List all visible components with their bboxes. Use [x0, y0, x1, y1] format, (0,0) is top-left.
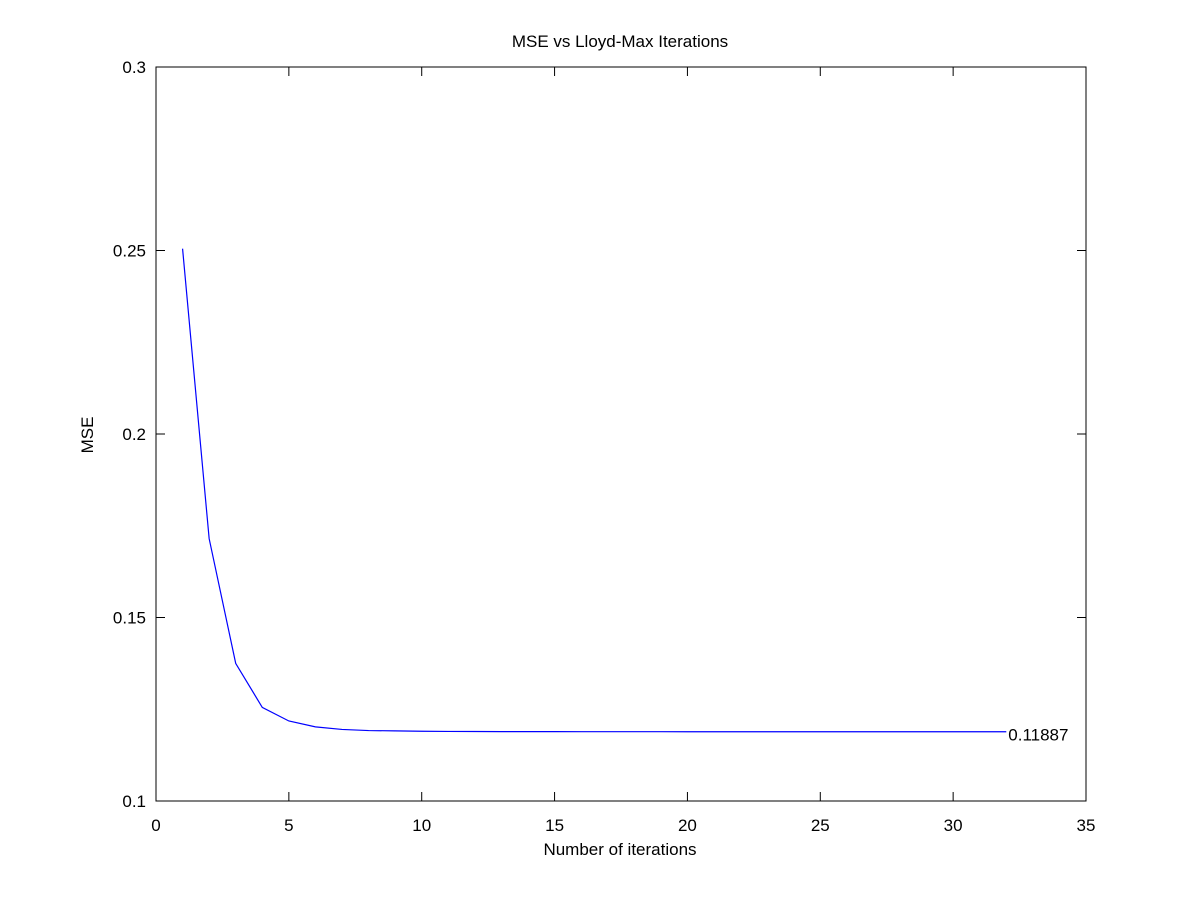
y-axis-label: MSE [78, 417, 97, 454]
y-tick-label: 0.2 [122, 425, 146, 444]
x-tick-label: 30 [944, 816, 963, 835]
y-tick-label: 0.1 [122, 792, 146, 811]
end-value-label: 0.11887 [1008, 726, 1068, 745]
x-tick-label: 5 [284, 816, 293, 835]
x-tick-label: 15 [545, 816, 564, 835]
x-tick-label: 20 [678, 816, 697, 835]
y-tick-label: 0.15 [113, 609, 146, 628]
x-tick-label: 10 [412, 816, 431, 835]
chart-title: MSE vs Lloyd-Max Iterations [512, 32, 728, 51]
x-tick-label: 25 [811, 816, 830, 835]
x-axis-label: Number of iterations [543, 840, 696, 859]
series-line [181, 248, 1007, 733]
y-tick-label: 0.25 [113, 242, 146, 261]
y-tick-label: 0.3 [122, 58, 146, 77]
plot-area: 0 5 10 15 20 25 30 35 0.1 0.15 0.2 0.25 0.3 0.11887 [113, 58, 1096, 835]
x-tick-label: 0 [151, 816, 160, 835]
x-tick-label: 35 [1077, 816, 1096, 835]
